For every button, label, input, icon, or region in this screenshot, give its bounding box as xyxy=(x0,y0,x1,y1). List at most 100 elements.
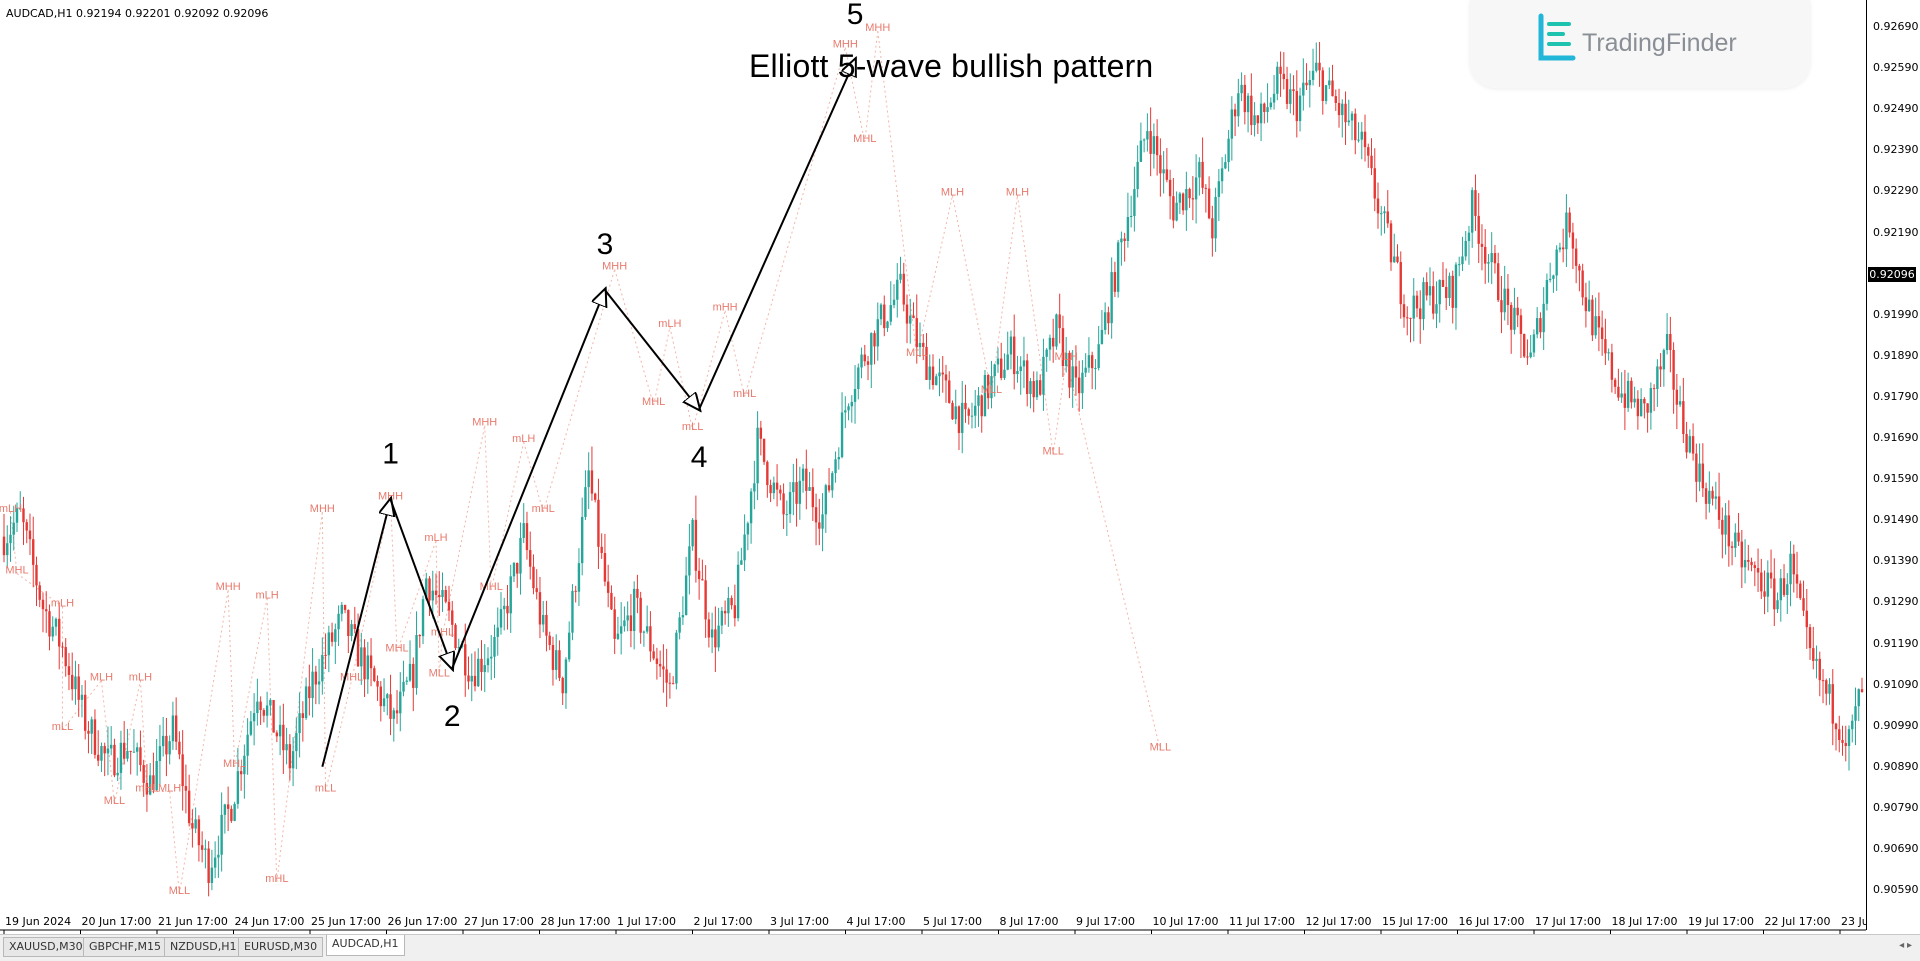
candle-body xyxy=(1581,270,1584,298)
price-tick-label: 0.92590 xyxy=(1873,61,1919,75)
candle-body xyxy=(67,666,71,675)
candle-body xyxy=(1292,89,1295,92)
tab-audcad[interactable]: AUDCAD,H1 xyxy=(326,935,405,956)
candle-body xyxy=(1211,218,1214,239)
candle-body xyxy=(1555,249,1558,276)
structure-marker-mll: mLL xyxy=(682,421,703,433)
candle-body xyxy=(1613,379,1617,387)
candle-body xyxy=(896,279,899,300)
elliott-wave-label-4: 4 xyxy=(691,441,708,474)
candle-body xyxy=(675,632,678,684)
candle-body xyxy=(1646,403,1649,413)
elliott-wave-line-1 xyxy=(321,500,390,768)
candle-body xyxy=(454,624,457,649)
tradingfinder-logo-icon xyxy=(1538,13,1576,61)
structure-marker-mlh: MLH xyxy=(158,782,181,794)
structure-marker-mhl: MHL xyxy=(5,565,28,577)
candle-body xyxy=(1532,334,1536,353)
candle-body xyxy=(642,631,646,633)
zigzag-segment xyxy=(321,511,327,792)
candle-body xyxy=(915,318,918,348)
candle-body xyxy=(509,576,512,614)
chart-title: Elliott 5-wave bullish pattern xyxy=(749,48,1154,84)
candle-body xyxy=(824,485,828,515)
tab-nzdusd[interactable]: NZDUSD,H1 xyxy=(164,937,243,957)
candle-body xyxy=(1321,70,1324,101)
candle-body xyxy=(772,482,776,494)
price-tick-label: 0.90890 xyxy=(1873,759,1919,773)
price-tick-label: 0.91990 xyxy=(1873,307,1919,321)
tab-gbpchf[interactable]: GBPCHF,M15 xyxy=(83,937,167,957)
candle-body xyxy=(1445,286,1448,298)
candle-body xyxy=(996,358,1000,365)
candle-body xyxy=(1568,212,1571,233)
elliott-wave-line-3 xyxy=(451,290,605,669)
tab-eurusd[interactable]: EURUSD,M30 xyxy=(238,937,324,957)
candle-body xyxy=(15,508,19,523)
candle-body xyxy=(1373,168,1376,199)
candle-body xyxy=(1194,177,1198,200)
candle-body xyxy=(1818,658,1821,681)
candle-body xyxy=(567,632,571,660)
candle-body xyxy=(1558,247,1562,250)
candle-body xyxy=(304,686,308,719)
structure-marker-mhl: mHL xyxy=(431,626,454,638)
candle-body xyxy=(831,473,834,491)
candle-body xyxy=(957,406,961,433)
candle-body xyxy=(1730,546,1734,548)
candle-body xyxy=(905,304,909,324)
candle-body xyxy=(1032,381,1035,398)
candle-body xyxy=(158,746,162,762)
structure-marker-mlh: MLH xyxy=(1006,187,1029,199)
time-tick-label: 21 Jun 17:00 xyxy=(158,915,228,928)
candle-body xyxy=(840,412,844,458)
candle-body xyxy=(1649,388,1653,413)
candle-body xyxy=(1415,295,1419,309)
candle-body xyxy=(1750,561,1753,566)
candle-body xyxy=(1003,369,1006,378)
candle-body xyxy=(1389,223,1393,263)
candle-body xyxy=(1636,398,1640,417)
candle-body xyxy=(1019,366,1022,372)
candle-body xyxy=(844,410,847,413)
candle-body xyxy=(1626,380,1630,408)
candle-body xyxy=(103,746,106,754)
structure-marker-mlh: mLH xyxy=(658,318,681,330)
candle-body xyxy=(262,710,266,716)
candle-body xyxy=(899,273,902,280)
candle-body xyxy=(301,713,305,719)
candle-body xyxy=(983,375,987,417)
candle-body xyxy=(1737,532,1740,542)
candle-body xyxy=(1565,212,1568,250)
candle-body xyxy=(1708,490,1711,504)
time-tick-label: 27 Jun 17:00 xyxy=(464,915,534,928)
zigzag-segment xyxy=(542,269,616,513)
candle-body xyxy=(233,803,236,821)
candle-body xyxy=(1136,161,1139,190)
price-tick-label: 0.91390 xyxy=(1873,554,1919,568)
candle-body xyxy=(814,507,818,523)
candle-body xyxy=(470,675,473,682)
elliott-wave-label-2: 2 xyxy=(444,700,461,733)
tab-scroll-arrows[interactable]: ◂ ▸ xyxy=(1899,940,1912,951)
candle-body xyxy=(181,754,184,787)
candle-body xyxy=(1740,541,1744,568)
candle-body xyxy=(1250,95,1253,126)
candle-body xyxy=(597,499,600,547)
candle-body xyxy=(1587,299,1591,312)
candle-body xyxy=(223,804,227,815)
candle-body xyxy=(857,367,860,389)
price-tick-label: 0.90590 xyxy=(1873,883,1919,897)
time-tick-label: 22 Jul 17:00 xyxy=(1765,915,1831,928)
candle-body xyxy=(681,615,685,618)
candle-body xyxy=(928,366,931,380)
candle-body xyxy=(753,483,756,492)
symbol-tab-bar: XAUUSD,M30 GBPCHF,M15 NZDUSD,H1 EURUSD,M… xyxy=(0,934,1920,961)
candle-body xyxy=(246,734,249,756)
tab-xauusd[interactable]: XAUUSD,M30 xyxy=(3,937,89,957)
candle-body xyxy=(1425,282,1428,296)
candle-body xyxy=(116,772,119,776)
candle-body xyxy=(619,626,623,634)
candle-body xyxy=(1571,232,1575,249)
